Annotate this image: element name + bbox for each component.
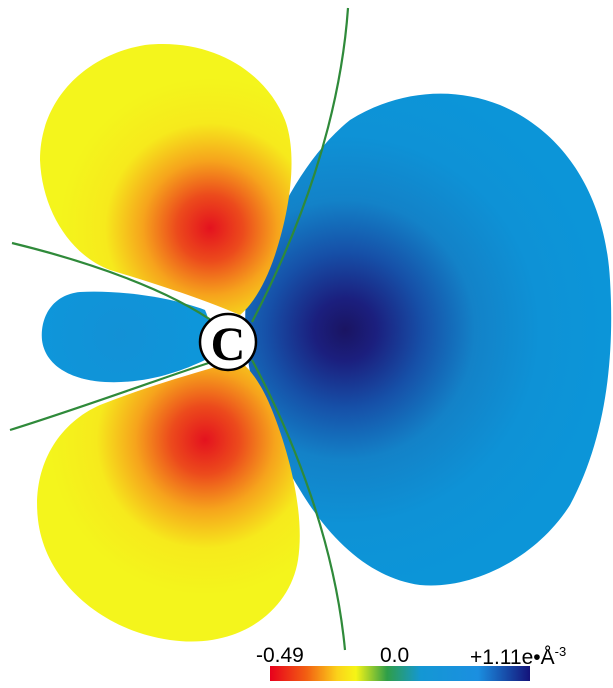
colorbar-max-text: +1.11e•Å	[470, 646, 555, 669]
nodal-lines	[9, 7, 350, 651]
nodal-line-upper-left	[11, 241, 219, 326]
colorbar-max-label: +1.11e•Å-3	[470, 644, 566, 670]
nodal-line-lower-right	[251, 359, 347, 651]
negative-lobe-upper	[40, 44, 292, 316]
carbon-atom	[198, 312, 258, 372]
positive-lobe-left	[41, 291, 211, 383]
colorbar-mid-label: 0.0	[380, 644, 410, 667]
positive-lobe	[245, 93, 612, 586]
atom-label: C	[211, 318, 246, 371]
nodal-line-lower-left	[9, 358, 219, 432]
negative-lobe-lower	[37, 360, 300, 642]
colorbar	[270, 666, 530, 681]
colorbar-min-label: -0.49	[256, 644, 304, 667]
nodal-line-upper-right	[251, 7, 350, 323]
colorbar-max-exponent: -3	[554, 644, 567, 659]
